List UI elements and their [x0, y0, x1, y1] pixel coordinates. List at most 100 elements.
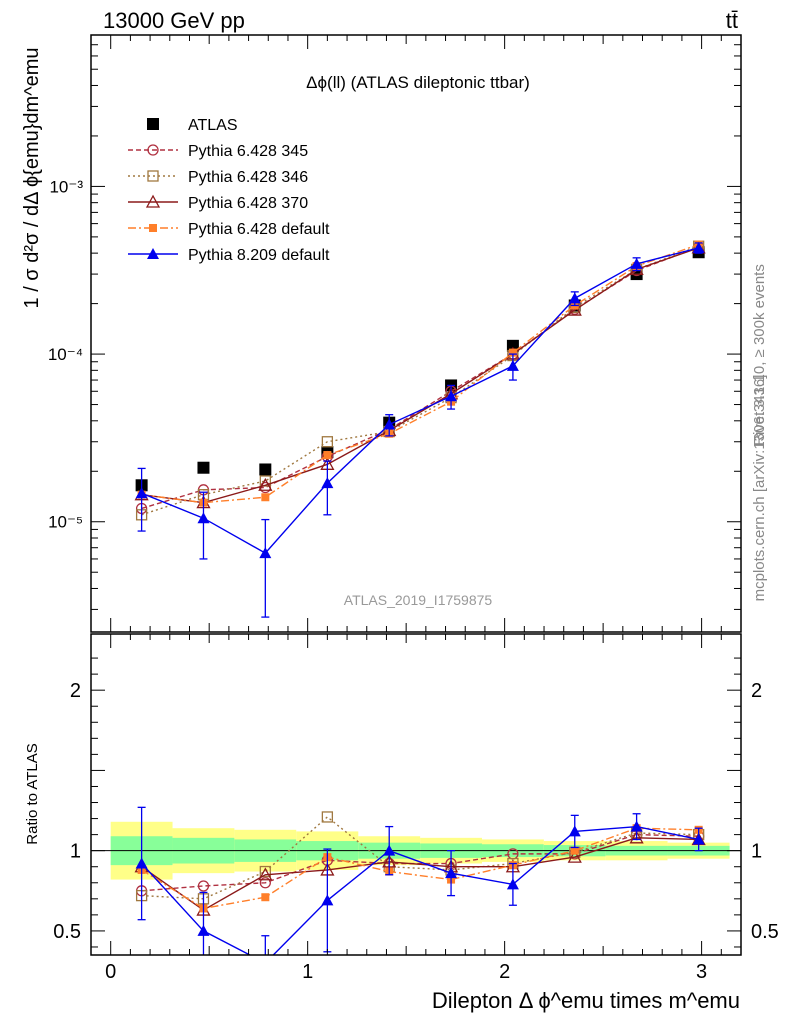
bottom-frame	[90, 633, 742, 956]
x-tick-label: 1	[302, 961, 313, 983]
ratio-point	[506, 878, 519, 890]
series-1	[135, 241, 705, 515]
data-point	[321, 477, 334, 489]
ratio-y-tick-label: 2	[70, 680, 81, 702]
top-y-axis: 10⁻⁵ 10⁻⁴ 10⁻³	[48, 34, 741, 610]
ratio-line	[141, 827, 699, 910]
analysis-watermark: ATLAS_2019_I1759875	[344, 592, 493, 608]
ratio-line	[141, 816, 699, 900]
legend-marker	[147, 144, 159, 156]
top-frame	[90, 34, 742, 633]
data-point	[383, 418, 396, 430]
ratio-line	[141, 825, 699, 955]
legend-marker	[147, 118, 159, 130]
legend-label: ATLAS	[188, 117, 238, 134]
ratio-series-4	[135, 806, 705, 968]
legend-label: Pythia 6.428 346	[188, 169, 308, 186]
ratio-point	[630, 820, 643, 832]
legend-item: Pythia 6.428 346	[128, 169, 308, 186]
series-line	[141, 245, 699, 516]
x-axis-label: Dilepton Δ ϕ^emu times m^emu	[432, 988, 740, 1013]
ratio-point	[321, 811, 334, 823]
legend-label: Pythia 6.428 default	[188, 221, 330, 238]
y-tick-label: 10⁻³	[49, 177, 83, 196]
series-2	[135, 240, 705, 521]
y-axis-label-ratio: Ratio to ATLAS	[24, 743, 41, 844]
ratio-y-tick-label: 0.5	[53, 921, 81, 943]
y-tick-label: 10⁻⁴	[48, 345, 83, 364]
series-line	[141, 246, 699, 510]
ratio-point	[629, 830, 644, 844]
data-point	[567, 302, 582, 316]
plot-title: Δϕ(ll) (ATLAS dileptonic ttbar)	[306, 73, 530, 92]
ratio-y-tick-label: 1	[70, 841, 81, 863]
legend-item: ATLAS	[147, 117, 238, 134]
legend: ATLAS Pythia 6.428 345 Pythia 6.428 346 Pyt…	[128, 117, 330, 264]
ratio-point	[258, 867, 273, 881]
header-right: tt̄	[726, 8, 738, 33]
x-tick-label: 2	[499, 961, 510, 983]
ratio-point	[197, 924, 210, 936]
series-line	[141, 247, 699, 504]
legend-marker	[147, 248, 159, 259]
y-axis-label-top: 1 / σ d²σ / dΔ ϕ{emu}dm^emu	[21, 48, 43, 309]
ratio-point	[692, 833, 705, 845]
ratio-point	[197, 880, 210, 892]
series-line	[141, 247, 699, 555]
ratio-point	[445, 867, 458, 879]
legend-label: Pythia 6.428 345	[188, 143, 308, 160]
ratio-point	[259, 957, 271, 968]
ratio-y-tick-label-right: 2	[751, 680, 762, 702]
ratio-y-axis: 0.5 0.5 1 1 2 2	[53, 657, 779, 948]
data-point	[258, 477, 273, 491]
ratio-point	[259, 877, 271, 889]
data-point	[261, 493, 270, 502]
legend-label: Pythia 6.428 370	[188, 195, 308, 212]
ratio-series-group	[134, 806, 706, 968]
series-5	[135, 241, 705, 618]
series-0	[135, 246, 705, 492]
top-series-group	[134, 240, 706, 618]
ratio-y-tick-label-right: 1	[751, 841, 762, 863]
data-point	[197, 512, 210, 524]
rivet-version-label: Rivet 3.1.10, ≥ 300k events	[751, 264, 768, 446]
legend-marker	[149, 224, 157, 232]
legend-label: Pythia 8.209 default	[188, 247, 330, 264]
data-point	[197, 461, 210, 474]
ratio-point	[383, 844, 396, 856]
ratio-y-tick-label-right: 0.5	[751, 921, 779, 943]
x-axis: 0 1 2 3	[105, 35, 742, 983]
series-4	[137, 240, 703, 507]
data-point	[445, 390, 458, 402]
data-point	[135, 487, 148, 499]
data-point	[259, 463, 272, 476]
x-tick-label: 3	[696, 961, 707, 983]
x-tick-label: 0	[105, 961, 116, 983]
ratio-point	[261, 893, 270, 902]
data-point	[506, 359, 519, 371]
legend-item: Pythia 6.428 345	[128, 143, 308, 160]
ratio-point	[568, 825, 581, 837]
main-panel: Δϕ(ll) (ATLAS dileptonic ttbar) ATLAS_20…	[21, 48, 530, 608]
ratio-line	[141, 833, 699, 892]
ratio-point	[570, 846, 579, 855]
data-point	[568, 292, 581, 304]
ratio-panel: Ratio to ATLAS Dilepton Δ ϕ^emu times m^…	[24, 743, 740, 1013]
ratio-line	[141, 837, 699, 911]
legend-marker	[145, 194, 161, 208]
header-left: 13000 GeV pp	[103, 8, 245, 33]
data-point	[259, 547, 272, 559]
ratio-point	[321, 894, 334, 906]
data-point	[506, 339, 519, 352]
legend-item: Pythia 6.428 default	[128, 221, 330, 238]
data-point	[321, 436, 334, 448]
ratio-point	[135, 857, 148, 869]
data-point	[630, 257, 643, 269]
legend-marker	[147, 170, 159, 182]
data-point	[692, 241, 705, 253]
data-point	[508, 348, 517, 357]
legend-item: Pythia 8.209 default	[128, 247, 330, 264]
series-line	[141, 243, 699, 504]
y-tick-label: 10⁻⁵	[48, 513, 83, 532]
